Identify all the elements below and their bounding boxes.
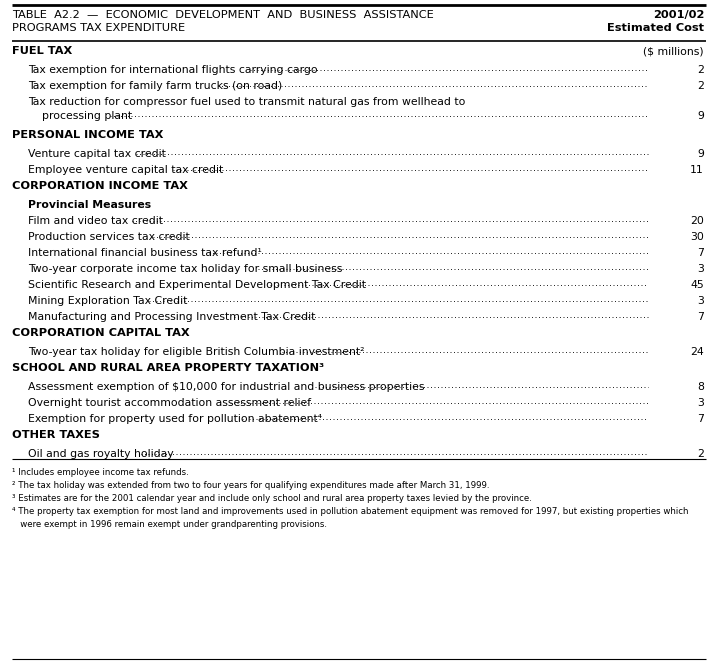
Text: ¹ Includes employee income tax refunds.: ¹ Includes employee income tax refunds. xyxy=(12,468,189,477)
Text: Estimated Cost: Estimated Cost xyxy=(607,23,704,33)
Text: FUEL TAX: FUEL TAX xyxy=(12,46,73,56)
Text: CORPORATION INCOME TAX: CORPORATION INCOME TAX xyxy=(12,181,188,191)
Text: Tax exemption for international flights carrying cargo: Tax exemption for international flights … xyxy=(28,65,317,75)
Text: 2: 2 xyxy=(697,81,704,91)
Text: Production services tax credit: Production services tax credit xyxy=(28,232,190,242)
Text: 7: 7 xyxy=(697,248,704,258)
Text: 11: 11 xyxy=(690,165,704,175)
Text: PERSONAL INCOME TAX: PERSONAL INCOME TAX xyxy=(12,130,164,140)
Text: 8: 8 xyxy=(697,382,704,392)
Text: SCHOOL AND RURAL AREA PROPERTY TAXATION³: SCHOOL AND RURAL AREA PROPERTY TAXATION³ xyxy=(12,363,324,373)
Text: 20: 20 xyxy=(690,216,704,226)
Text: ⁴ The property tax exemption for most land and improvements used in pollution ab: ⁴ The property tax exemption for most la… xyxy=(12,507,689,516)
Text: Provincial Measures: Provincial Measures xyxy=(28,200,151,210)
Text: Employee venture capital tax credit: Employee venture capital tax credit xyxy=(28,165,223,175)
Text: 3: 3 xyxy=(697,264,704,274)
Text: ($ millions): ($ millions) xyxy=(643,46,704,56)
Text: 3: 3 xyxy=(697,296,704,306)
Text: were exempt in 1996 remain exempt under grandparenting provisions.: were exempt in 1996 remain exempt under … xyxy=(12,520,327,529)
Text: 45: 45 xyxy=(690,280,704,290)
Text: TABLE  A2.2  —  ECONOMIC  DEVELOPMENT  AND  BUSINESS  ASSISTANCE: TABLE A2.2 — ECONOMIC DEVELOPMENT AND BU… xyxy=(12,10,434,20)
Text: 9: 9 xyxy=(697,111,704,121)
Text: Mining Exploration Tax Credit: Mining Exploration Tax Credit xyxy=(28,296,187,306)
Text: Tax exemption for family farm trucks (on road): Tax exemption for family farm trucks (on… xyxy=(28,81,282,91)
Text: Two-year corporate income tax holiday for small business: Two-year corporate income tax holiday fo… xyxy=(28,264,342,274)
Text: 30: 30 xyxy=(690,232,704,242)
Text: Venture capital tax credit: Venture capital tax credit xyxy=(28,149,166,159)
Text: Tax reduction for compressor fuel used to transmit natural gas from wellhead to: Tax reduction for compressor fuel used t… xyxy=(28,97,465,107)
Text: ³ Estimates are for the 2001 calendar year and include only school and rural are: ³ Estimates are for the 2001 calendar ye… xyxy=(12,494,532,503)
Text: ² The tax holiday was extended from two to four years for qualifying expenditure: ² The tax holiday was extended from two … xyxy=(12,481,490,490)
Text: CORPORATION CAPITAL TAX: CORPORATION CAPITAL TAX xyxy=(12,328,190,338)
Text: Scientific Research and Experimental Development Tax Credit: Scientific Research and Experimental Dev… xyxy=(28,280,366,290)
Text: Film and video tax credit: Film and video tax credit xyxy=(28,216,163,226)
Text: International financial business tax refund¹: International financial business tax ref… xyxy=(28,248,262,258)
Text: 3: 3 xyxy=(697,398,704,408)
Text: Manufacturing and Processing Investment Tax Credit: Manufacturing and Processing Investment … xyxy=(28,312,315,322)
Text: 7: 7 xyxy=(697,414,704,424)
Text: 9: 9 xyxy=(697,149,704,159)
Text: OTHER TAXES: OTHER TAXES xyxy=(12,430,100,440)
Text: Assessment exemption of $10,000 for industrial and business properties: Assessment exemption of $10,000 for indu… xyxy=(28,382,424,392)
Text: Overnight tourist accommodation assessment relief: Overnight tourist accommodation assessme… xyxy=(28,398,311,408)
Text: 7: 7 xyxy=(697,312,704,322)
Text: PROGRAMS TAX EXPENDITURE: PROGRAMS TAX EXPENDITURE xyxy=(12,23,185,33)
Text: Two-year tax holiday for eligible British Columbia investment²: Two-year tax holiday for eligible Britis… xyxy=(28,347,365,357)
Text: 2001/02: 2001/02 xyxy=(653,10,704,20)
Text: Exemption for property used for pollution abatement⁴: Exemption for property used for pollutio… xyxy=(28,414,322,424)
Text: processing plant: processing plant xyxy=(42,111,132,121)
Text: 24: 24 xyxy=(690,347,704,357)
Text: 2: 2 xyxy=(697,65,704,75)
Text: Oil and gas royalty holiday: Oil and gas royalty holiday xyxy=(28,449,174,459)
Text: 2: 2 xyxy=(697,449,704,459)
